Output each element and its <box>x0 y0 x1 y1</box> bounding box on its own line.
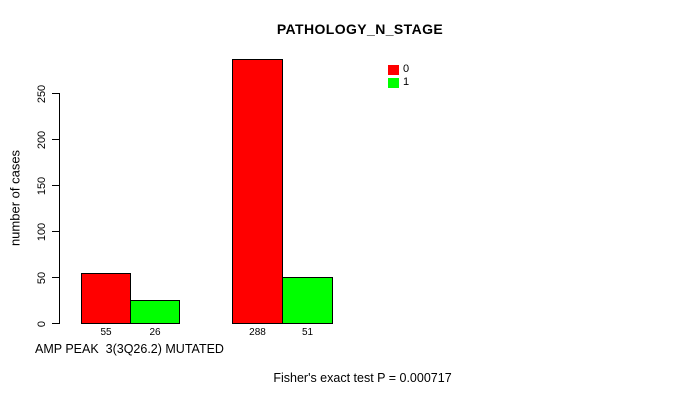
legend-color-swatch <box>388 77 399 88</box>
y-axis-tick <box>52 277 60 278</box>
bar-series-1-group-2 <box>282 277 333 324</box>
bar-series-0-group-1 <box>81 273 131 324</box>
y-axis-tick <box>52 139 60 140</box>
chart-title: PATHOLOGY_N_STAGE <box>276 21 444 37</box>
legend-color-swatch <box>388 64 399 75</box>
fisher-test-annotation: Fisher's exact test P = 0.000717 <box>273 371 452 385</box>
x-axis-title: AMP PEAK 3(3Q26.2) MUTATED <box>35 342 224 356</box>
legend-item: 0 <box>388 64 409 75</box>
bar-series-1-group-1 <box>130 300 180 324</box>
y-axis-tick <box>52 185 60 186</box>
y-axis-line <box>59 93 60 324</box>
y-axis-tick-label: 200 <box>36 130 48 149</box>
y-axis-tick-label: 100 <box>36 222 48 241</box>
y-axis-tick-label: 50 <box>36 271 48 284</box>
y-axis-tick <box>52 93 60 94</box>
bar-value-label: 51 <box>301 327 314 338</box>
legend-label: 1 <box>403 76 410 88</box>
legend-label: 0 <box>403 63 410 75</box>
y-axis-tick <box>52 231 60 232</box>
bar-value-label: 55 <box>100 327 112 338</box>
y-axis-tick-label: 150 <box>36 176 48 195</box>
bar-value-label: 26 <box>149 327 161 338</box>
y-axis-title: number of cases <box>7 149 23 247</box>
legend-item: 1 <box>388 77 409 88</box>
bar-value-label: 288 <box>249 327 266 338</box>
y-axis-tick <box>52 323 60 324</box>
bar-series-0-group-2 <box>232 59 283 324</box>
y-axis-tick-label: 0 <box>36 320 48 327</box>
y-axis-tick-label: 250 <box>36 84 48 103</box>
